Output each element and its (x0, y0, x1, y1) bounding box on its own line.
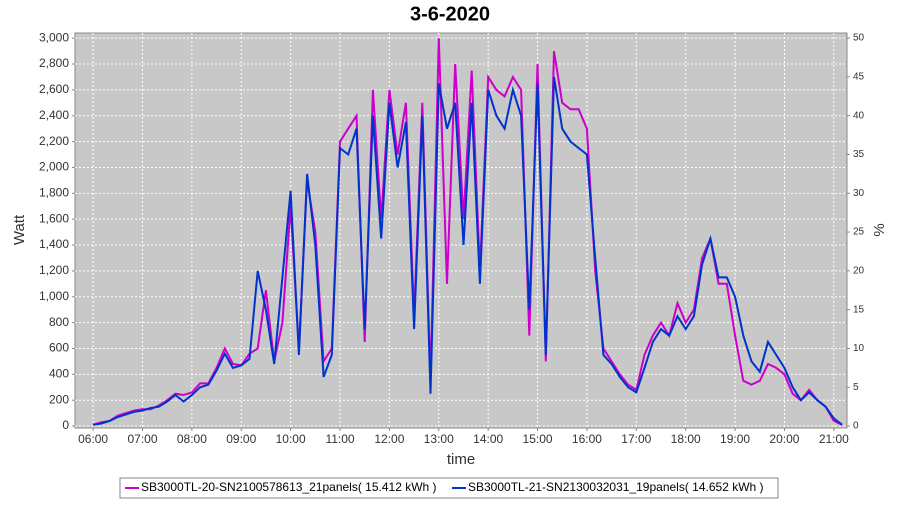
x-tick-label: 17:00 (621, 432, 651, 446)
y2-axis-label: % (871, 223, 888, 236)
legend-label: SB3000TL-20-SN2100578613_21panels( 15.41… (141, 480, 437, 494)
plot-area (74, 32, 848, 429)
y-tick-label: 400 (49, 367, 69, 381)
series-line (92, 76, 843, 426)
series-line (92, 38, 843, 426)
x-tick-label: 07:00 (127, 432, 157, 446)
y-tick-label: 3,000 (39, 30, 69, 44)
y-tick-label: 2,600 (39, 82, 69, 96)
legend-label: SB3000TL-21-SN2130032031_19panels( 14.65… (468, 480, 764, 494)
x-tick-label: 21:00 (819, 432, 849, 446)
x-tick-label: 19:00 (720, 432, 750, 446)
y2-tick-label: 0 (853, 421, 859, 432)
x-tick-label: 20:00 (769, 432, 799, 446)
y2-tick-label: 30 (853, 188, 865, 199)
y2-tick-label: 10 (853, 343, 865, 354)
y-tick-label: 1,400 (39, 237, 69, 251)
chart-title: 3-6-2020 (410, 3, 490, 25)
y-tick-label: 800 (49, 315, 69, 329)
x-tick-label: 14:00 (473, 432, 503, 446)
x-tick-label: 06:00 (78, 432, 108, 446)
y2-tick-label: 5 (853, 382, 859, 393)
x-tick-label: 09:00 (226, 432, 256, 446)
y-tick-label: 1,200 (39, 263, 69, 277)
y-tick-label: 0 (62, 418, 69, 432)
y2-tick-label: 15 (853, 304, 865, 315)
x-tick-label: 08:00 (177, 432, 207, 446)
y2-tick-label: 45 (853, 71, 865, 82)
y-tick-label: 2,400 (39, 108, 69, 122)
y-tick-label: 200 (49, 392, 69, 406)
y-tick-label: 1,600 (39, 211, 69, 225)
y2-tick-label: 40 (853, 110, 865, 121)
y-tick-label: 2,000 (39, 160, 69, 174)
x-tick-label: 16:00 (572, 432, 602, 446)
x-tick-label: 15:00 (523, 432, 553, 446)
legend (119, 477, 779, 499)
y-tick-label: 600 (49, 341, 69, 355)
x-tick-label: 11:00 (325, 432, 354, 446)
y2-tick-label: 35 (853, 149, 865, 160)
y2-tick-label: 20 (853, 265, 865, 276)
y2-tick-label: 25 (853, 227, 865, 238)
y2-tick-label: 50 (853, 33, 865, 44)
x-tick-label: 12:00 (374, 432, 404, 446)
x-tick-label: 13:00 (424, 432, 454, 446)
y-tick-label: 1,800 (39, 185, 69, 199)
y-tick-label: 2,800 (39, 56, 69, 70)
y-tick-label: 2,200 (39, 134, 69, 148)
x-tick-label: 18:00 (671, 432, 701, 446)
y-tick-label: 1,000 (39, 289, 69, 303)
x-tick-label: 10:00 (276, 432, 306, 446)
y-axis-label: Watt (11, 214, 28, 245)
x-axis-label: time (447, 451, 475, 468)
